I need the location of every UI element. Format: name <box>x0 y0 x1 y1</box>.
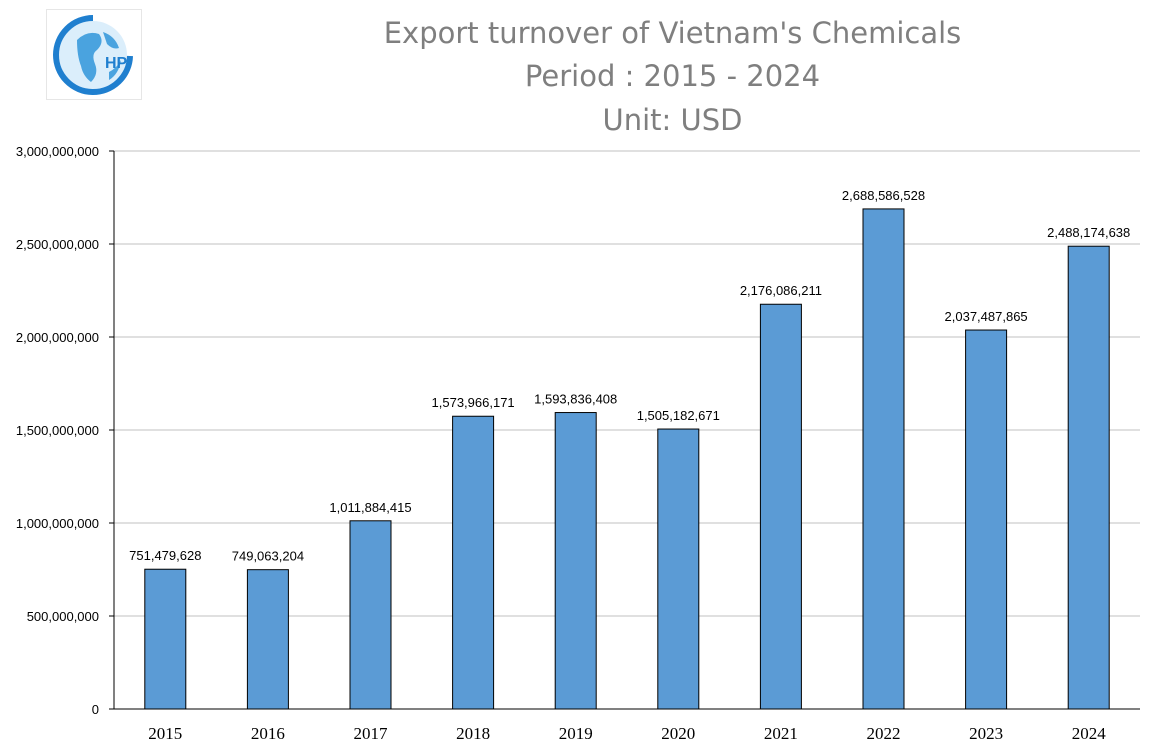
data-label: 751,479,628 <box>129 548 201 563</box>
chart-title-line-3: Unit: USD <box>602 103 743 137</box>
x-tick-label: 2023 <box>969 724 1003 743</box>
company-logo: HP <box>46 9 142 100</box>
x-tick-label: 2022 <box>867 724 901 743</box>
x-tick-label: 2018 <box>456 724 490 743</box>
bar <box>349 520 392 710</box>
data-label: 2,488,174,638 <box>1047 225 1130 240</box>
data-label: 1,505,182,671 <box>637 408 720 423</box>
x-tick-label: 2020 <box>661 724 695 743</box>
y-tick-label: 1,000,000,000 <box>16 516 99 531</box>
chart-title-line-1: Export turnover of Vietnam's Chemicals <box>383 16 962 50</box>
x-tick-label: 2017 <box>354 724 389 743</box>
bar <box>965 329 1008 710</box>
data-label: 2,688,586,528 <box>842 188 925 203</box>
data-label: 1,573,966,171 <box>432 395 515 410</box>
x-tick-label: 2024 <box>1072 724 1107 743</box>
bar <box>452 415 495 710</box>
data-label: 2,037,487,865 <box>945 309 1028 324</box>
y-tick-label: 2,000,000,000 <box>16 330 99 345</box>
bar <box>246 569 289 710</box>
x-tick-label: 2019 <box>559 724 593 743</box>
x-tick-label: 2015 <box>148 724 182 743</box>
bar <box>1067 245 1110 710</box>
data-label: 1,593,836,408 <box>534 392 617 407</box>
logo-text: HP <box>105 55 128 72</box>
y-tick-label: 3,000,000,000 <box>16 144 99 159</box>
y-tick-label: 500,000,000 <box>27 609 99 624</box>
y-tick-label: 0 <box>92 702 99 717</box>
data-label: 749,063,204 <box>232 549 304 564</box>
y-tick-label: 2,500,000,000 <box>16 237 99 252</box>
bar <box>759 303 802 710</box>
x-tick-label: 2016 <box>251 724 285 743</box>
bar <box>144 568 187 710</box>
bar <box>554 412 597 710</box>
data-label: 1,011,884,415 <box>329 500 411 515</box>
chart-title-line-2: Period : 2015 - 2024 <box>524 59 821 93</box>
bar <box>862 208 905 710</box>
x-tick-label: 2021 <box>764 724 798 743</box>
bar <box>657 428 700 710</box>
globe-logo-icon: HP <box>53 15 133 95</box>
data-label: 2,176,086,211 <box>740 283 822 298</box>
y-tick-label: 1,500,000,000 <box>16 423 99 438</box>
